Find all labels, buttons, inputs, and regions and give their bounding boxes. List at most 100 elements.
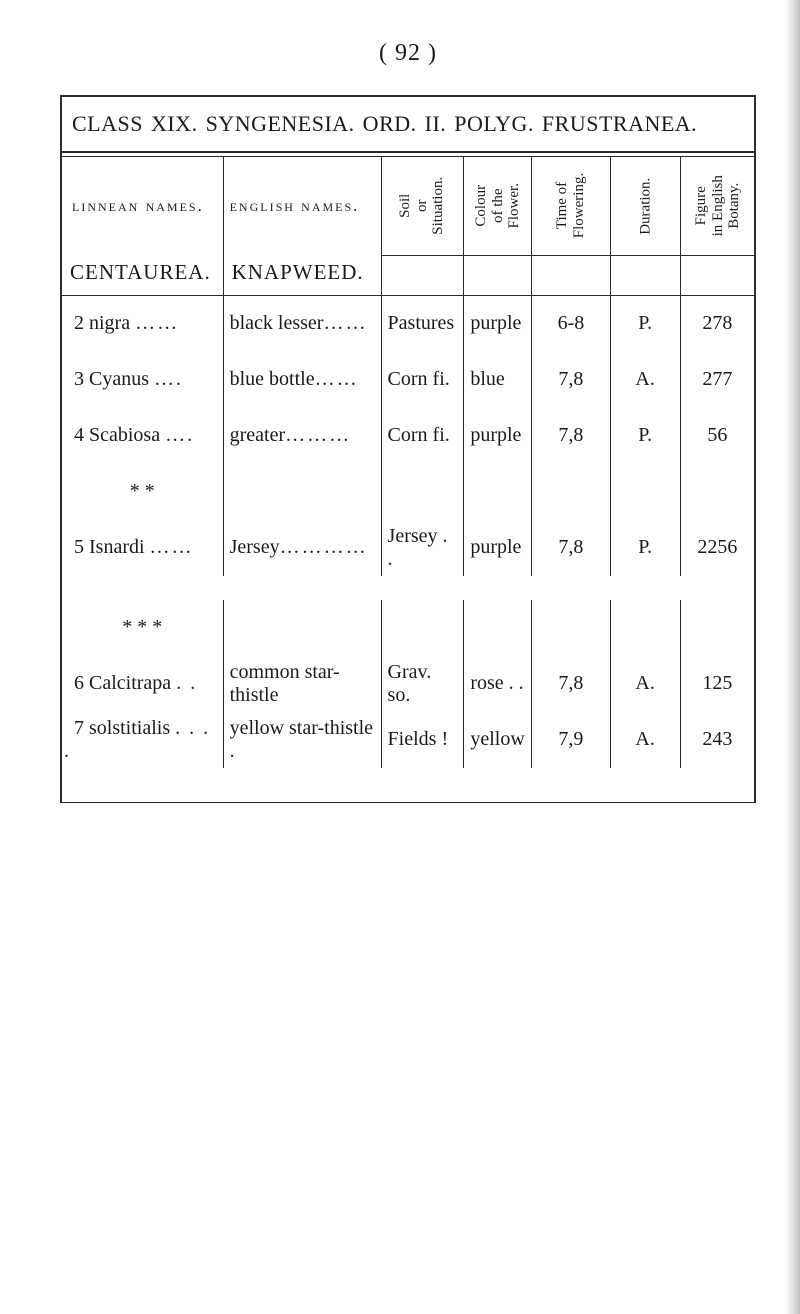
cell-soil: Fields ! [381,712,464,768]
col-colour-label: Colourof theFlower. [473,183,523,228]
table-row [62,576,754,600]
cell-colour: purple [464,295,532,352]
col-colour-header: Colourof theFlower. [464,157,532,256]
cell-time: 7,9 [532,712,610,768]
cell-soil: Corn fi. [381,408,464,464]
col-soil-label: SoilorSituation. [398,177,448,235]
species-number: 6 [64,672,84,695]
species-number: 7 [64,717,84,740]
species-latin: Calcitrapa [89,672,171,694]
species-number: 5 [64,536,84,559]
genus-blank-colour [464,256,532,296]
cell-duration: A. [610,656,680,712]
cell-colour: rose . . [464,656,532,712]
genus-row: CENTAUREA. KNAPWEED. [62,256,754,296]
species-latin: Cyanus [89,368,149,390]
cell-english: blue bottle…… [223,352,381,408]
table-row: 2 nigra ……black lesser……Pasturespurple6-… [62,295,754,352]
table-row: * * [62,464,754,520]
col-linnean-label: linnean names. [72,196,204,215]
species-english: common star-thistle [230,661,340,706]
cell-figure: 2256 [680,520,754,576]
species-english: blue bottle [230,368,315,390]
table-bottom-rule [62,802,754,803]
cell-time: 7,8 [532,520,610,576]
leader-dots: …… [135,312,179,334]
table-body: 2 nigra ……black lesser……Pasturespurple6-… [62,295,754,768]
table-row: 5 Isnardi ……Jersey…………Jersey . .purple7,… [62,520,754,576]
cell-colour: purple [464,520,532,576]
leader-dots: . . [176,672,197,694]
leader-dots: ………… [280,536,368,558]
cell-soil: Pastures [381,295,464,352]
col-duration-header: Duration. [610,157,680,256]
class-order-title: CLASS XIX. SYNGENESIA. ORD. II. POLYG. F… [62,97,754,151]
cell-soil: Grav. so. [381,656,464,712]
cell-english: common star-thistle [223,656,381,712]
cell-english: yellow star-thistle . [223,712,381,768]
taxonomy-table: linnean names. english names. SoilorSitu… [62,157,754,803]
cell-linnean: 7 solstitialis . . . . [62,712,223,768]
page-number: ( 92 ) [60,40,756,67]
genus-blank-figure [680,256,754,296]
species-latin: solstitialis [89,717,170,739]
table-header-row: linnean names. english names. SoilorSitu… [62,157,754,256]
species-number: 4 [64,424,84,447]
cell-soil: Corn fi. [381,352,464,408]
col-time-header: Time ofFlowering. [532,157,610,256]
cell-duration: P. [610,408,680,464]
species-latin: nigra [89,312,130,334]
cell-linnean: 5 Isnardi …… [62,520,223,576]
col-duration-label: Duration. [637,177,654,234]
species-latin: Isnardi [89,536,145,558]
cell-english: Jersey………… [223,520,381,576]
cell-figure: 277 [680,352,754,408]
table-row: 6 Calcitrapa . .common star-thistleGrav.… [62,656,754,712]
species-english: Jersey [230,536,280,558]
genus-latin: CENTAUREA. [62,256,223,296]
cell-english: greater……… [223,408,381,464]
cell-figure: 278 [680,295,754,352]
species-english: yellow star-thistle . [230,717,373,762]
genus-blank-soil [381,256,464,296]
col-time-label: Time ofFlowering. [554,173,587,238]
cell-colour: blue [464,352,532,408]
leader-dots: …… [323,312,367,334]
cell-duration: A. [610,352,680,408]
table-row: 4 Scabiosa ….greater………Corn fi.purple7,8… [62,408,754,464]
table-row [62,768,754,802]
col-english-header: english names. [223,157,381,256]
genus-blank-time [532,256,610,296]
col-figure-header: Figurein EnglishBotany. [680,157,754,256]
genus-blank-duration [610,256,680,296]
cell-linnean: 4 Scabiosa …. [62,408,223,464]
cell-colour: purple [464,408,532,464]
group-symbol: * * [62,464,223,520]
page: ( 92 ) CLASS XIX. SYNGENESIA. ORD. II. P… [0,0,800,1314]
table-row: 3 Cyanus ….blue bottle……Corn fi.blue7,8A… [62,352,754,408]
cell-linnean: 3 Cyanus …. [62,352,223,408]
genus-english: KNAPWEED. [223,256,381,296]
species-english: black lesser [230,312,324,334]
cell-time: 7,8 [532,656,610,712]
cell-figure: 125 [680,656,754,712]
cell-duration: P. [610,295,680,352]
cell-time: 7,8 [532,352,610,408]
species-latin: Scabiosa [89,424,160,446]
cell-duration: P. [610,520,680,576]
species-number: 3 [64,368,84,391]
table-row: * * * [62,600,754,656]
leader-dots: …… [315,368,359,390]
col-soil-header: SoilorSituation. [381,157,464,256]
leader-dots: …… [150,536,194,558]
species-number: 2 [64,312,84,335]
col-figure-label: Figurein EnglishBotany. [693,175,743,236]
col-english-label: english names. [230,196,360,215]
cell-linnean: 6 Calcitrapa . . [62,656,223,712]
table-row: 7 solstitialis . . . .yellow star-thistl… [62,712,754,768]
species-english: greater [230,424,286,446]
cell-colour: yellow [464,712,532,768]
cell-duration: A. [610,712,680,768]
cell-linnean: 2 nigra …… [62,295,223,352]
cell-time: 6-8 [532,295,610,352]
